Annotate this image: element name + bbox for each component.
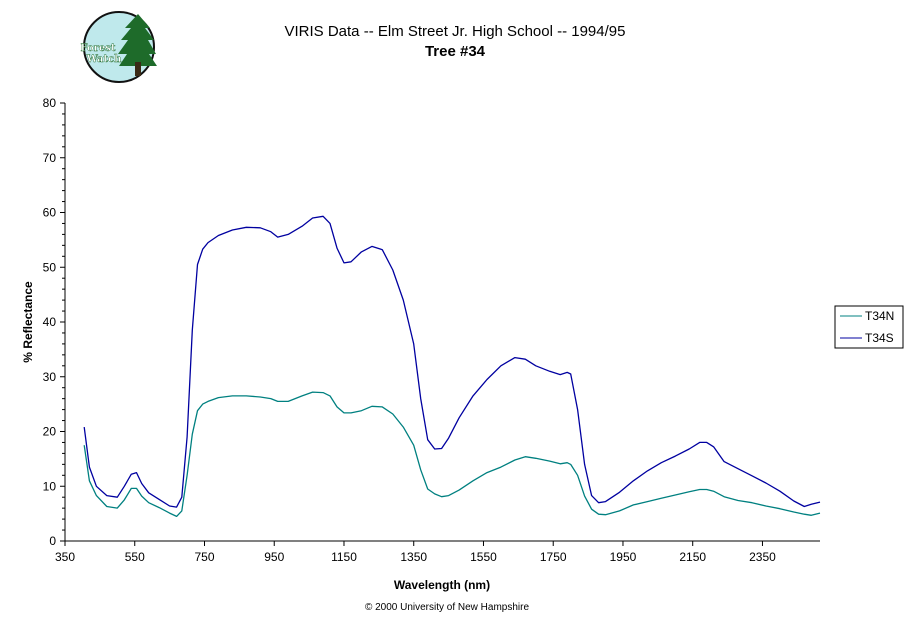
legend-label-t34s: T34S (865, 331, 894, 345)
x-tick-label: 2350 (749, 550, 776, 564)
x-tick-label: 1550 (470, 550, 497, 564)
logo-text-line1: Forest (80, 43, 115, 54)
x-tick-label: 1150 (331, 550, 357, 564)
y-tick-label: 80 (43, 96, 57, 110)
logo-text-line2: Watch (86, 54, 123, 65)
series-line-t34s (83, 215, 821, 508)
x-tick-label: 350 (55, 550, 75, 564)
x-tick-label: 1350 (400, 550, 427, 564)
axes (64, 103, 820, 542)
legend-box (834, 305, 904, 349)
y-tick-label: 30 (43, 370, 57, 384)
y-axis-label: % Reflectance (21, 281, 35, 363)
legend: T34N T34S (834, 305, 904, 349)
series-line-t34n (83, 391, 821, 518)
legend-label-t34n: T34N (865, 309, 894, 323)
y-tick-label: 70 (43, 151, 57, 165)
x-tick-label: 1750 (540, 550, 567, 564)
x-tick-label: 550 (125, 550, 145, 564)
y-tick-label: 60 (43, 206, 57, 220)
x-axis-label: Wavelength (nm) (394, 578, 490, 592)
x-tick-label: 950 (264, 550, 284, 564)
forest-watch-logo: Forest Watch (80, 11, 157, 83)
y-tick-label: 0 (49, 534, 56, 548)
x-tick-label: 750 (194, 550, 214, 564)
series-layer (83, 215, 821, 518)
y-tick-label: 10 (43, 479, 57, 493)
y-tick-label: 50 (43, 260, 57, 274)
ticks: 0 10 20 30 40 50 60 70 80 350 550 750 950 1150 1350 155… (43, 96, 776, 564)
x-tick-label: 2150 (679, 550, 706, 564)
y-tick-label: 20 (43, 425, 57, 439)
copyright-footer: © 2000 University of New Hampshire (365, 602, 530, 613)
chart-subtitle: Tree #34 (425, 43, 486, 60)
chart-title: VIRIS Data -- Elm Street Jr. High School… (285, 23, 626, 40)
logo-tree-icon (118, 14, 157, 66)
x-tick-label: 1950 (610, 550, 637, 564)
y-tick-label: 40 (43, 315, 57, 329)
logo-trunk-icon (135, 62, 141, 76)
